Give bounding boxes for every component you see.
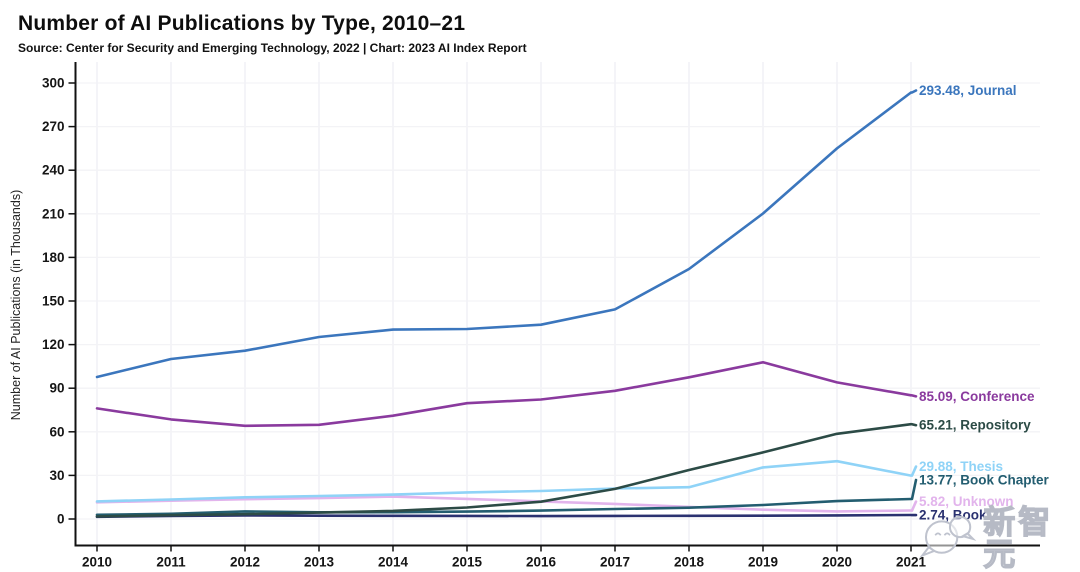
series-end-label-unknown: 5.82, Unknown <box>919 494 1014 509</box>
y-tick-label: 0 <box>57 512 65 527</box>
series-line-repository <box>95 422 913 518</box>
series-end-label-thesis: 29.88, Thesis <box>919 459 1003 474</box>
series-end-label-book: 2.74, Book <box>919 508 987 523</box>
x-tick-label: 2021 <box>896 555 927 570</box>
series-label-connector <box>910 89 918 94</box>
y-tick-label: 30 <box>49 468 64 483</box>
y-tick-label: 120 <box>42 337 65 352</box>
series-line-journal <box>95 91 913 379</box>
series-line-thesis <box>95 459 913 503</box>
x-tick-label: 2018 <box>674 555 705 570</box>
chart-source-line: Source: Center for Security and Emerging… <box>18 41 527 55</box>
y-tick-label: 300 <box>42 76 65 91</box>
x-tick-label: 2011 <box>156 555 186 570</box>
y-tick-label: 60 <box>49 424 64 439</box>
y-tick-label: 150 <box>42 294 65 309</box>
x-tick-label: 2019 <box>748 555 778 570</box>
series-label-connector <box>910 500 918 512</box>
series-label-connector <box>910 478 918 501</box>
series-label-connector <box>910 394 918 398</box>
series-end-label-repository: 65.21, Repository <box>919 418 1031 433</box>
chart-title: Number of AI Publications by Type, 2010–… <box>18 12 466 35</box>
series-line-unknown <box>95 495 913 513</box>
x-tick-label: 2010 <box>82 555 112 570</box>
y-tick-label: 210 <box>42 206 65 221</box>
series-line-conference <box>95 360 913 428</box>
series-end-label-conference: 85.09, Conference <box>919 389 1035 404</box>
series-end-label-book-chapter: 13.77, Book Chapter <box>919 472 1050 487</box>
y-axis-title: Number of AI Publications (in Thousands) <box>9 190 23 420</box>
x-tick-label: 2020 <box>822 555 852 570</box>
y-tick-label: 270 <box>42 119 65 134</box>
x-tick-label: 2012 <box>230 555 260 570</box>
x-tick-label: 2017 <box>600 555 630 570</box>
y-tick-label: 240 <box>42 163 65 178</box>
series-label-connector <box>910 422 918 427</box>
x-tick-label: 2016 <box>526 555 557 570</box>
y-tick-label: 180 <box>42 250 65 265</box>
x-tick-label: 2014 <box>378 555 409 570</box>
y-tick-label: 90 <box>49 381 64 396</box>
series-end-label-journal: 293.48, Journal <box>919 83 1017 98</box>
series-label-connector <box>910 465 918 477</box>
x-tick-label: 2013 <box>304 555 335 570</box>
series-line-book-chapter <box>95 497 913 517</box>
x-tick-label: 2015 <box>452 555 483 570</box>
